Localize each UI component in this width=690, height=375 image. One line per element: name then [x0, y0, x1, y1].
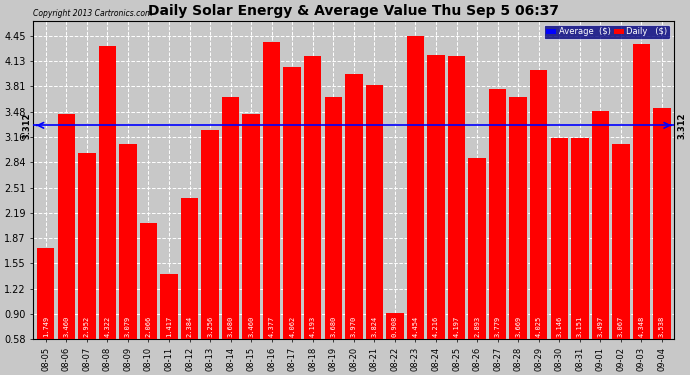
- Bar: [489, 89, 506, 339]
- Bar: [263, 42, 280, 339]
- Bar: [78, 153, 95, 339]
- Bar: [181, 198, 198, 339]
- Bar: [139, 223, 157, 339]
- Text: 3.779: 3.779: [495, 316, 501, 338]
- Text: 3.312: 3.312: [22, 112, 31, 139]
- Text: 4.322: 4.322: [104, 316, 110, 338]
- Text: 3.680: 3.680: [331, 316, 336, 338]
- Bar: [591, 111, 609, 339]
- Text: 3.079: 3.079: [125, 316, 131, 338]
- Bar: [386, 313, 404, 339]
- Bar: [119, 144, 137, 339]
- Text: 3.146: 3.146: [556, 316, 562, 338]
- Bar: [284, 67, 301, 339]
- Text: Copyright 2013 Cartronics.com: Copyright 2013 Cartronics.com: [33, 9, 152, 18]
- Text: 4.062: 4.062: [289, 316, 295, 338]
- Text: 3.256: 3.256: [207, 316, 213, 338]
- Bar: [222, 97, 239, 339]
- Bar: [469, 158, 486, 339]
- Bar: [530, 70, 547, 339]
- Bar: [653, 108, 671, 339]
- Text: 4.197: 4.197: [453, 316, 460, 338]
- Text: 3.538: 3.538: [659, 316, 665, 338]
- Bar: [448, 56, 465, 339]
- Title: Daily Solar Energy & Average Value Thu Sep 5 06:37: Daily Solar Energy & Average Value Thu S…: [148, 4, 560, 18]
- Text: 2.893: 2.893: [474, 316, 480, 338]
- Text: 3.680: 3.680: [228, 316, 234, 338]
- Bar: [201, 130, 219, 339]
- Text: 4.216: 4.216: [433, 316, 439, 338]
- Text: 3.669: 3.669: [515, 316, 521, 338]
- Bar: [304, 57, 322, 339]
- Text: 0.908: 0.908: [392, 316, 398, 338]
- Bar: [427, 55, 445, 339]
- Text: 3.151: 3.151: [577, 316, 583, 338]
- Text: 3.312: 3.312: [678, 112, 687, 139]
- Text: 1.749: 1.749: [43, 316, 49, 338]
- Text: 3.824: 3.824: [371, 316, 377, 338]
- Text: 2.066: 2.066: [146, 316, 151, 338]
- Text: 3.970: 3.970: [351, 316, 357, 338]
- Text: 4.025: 4.025: [535, 316, 542, 338]
- Bar: [571, 138, 589, 339]
- Bar: [160, 273, 178, 339]
- Text: 1.417: 1.417: [166, 316, 172, 338]
- Bar: [324, 97, 342, 339]
- Bar: [551, 138, 568, 339]
- Text: 3.460: 3.460: [63, 316, 69, 338]
- Text: 4.377: 4.377: [268, 316, 275, 338]
- Bar: [345, 74, 362, 339]
- Bar: [612, 144, 629, 339]
- Bar: [242, 114, 260, 339]
- Text: 2.384: 2.384: [186, 316, 193, 338]
- Bar: [57, 114, 75, 339]
- Text: 3.067: 3.067: [618, 316, 624, 338]
- Bar: [37, 248, 55, 339]
- Bar: [509, 98, 527, 339]
- Text: 3.460: 3.460: [248, 316, 254, 338]
- Bar: [366, 85, 383, 339]
- Text: 4.348: 4.348: [638, 316, 644, 338]
- Text: 3.497: 3.497: [598, 316, 603, 338]
- Bar: [99, 46, 116, 339]
- Text: 4.193: 4.193: [310, 316, 316, 338]
- Bar: [633, 44, 650, 339]
- Legend: Average  ($), Daily   ($): Average ($), Daily ($): [544, 25, 670, 39]
- Bar: [406, 36, 424, 339]
- Text: 4.454: 4.454: [413, 316, 418, 338]
- Text: 2.952: 2.952: [83, 316, 90, 338]
